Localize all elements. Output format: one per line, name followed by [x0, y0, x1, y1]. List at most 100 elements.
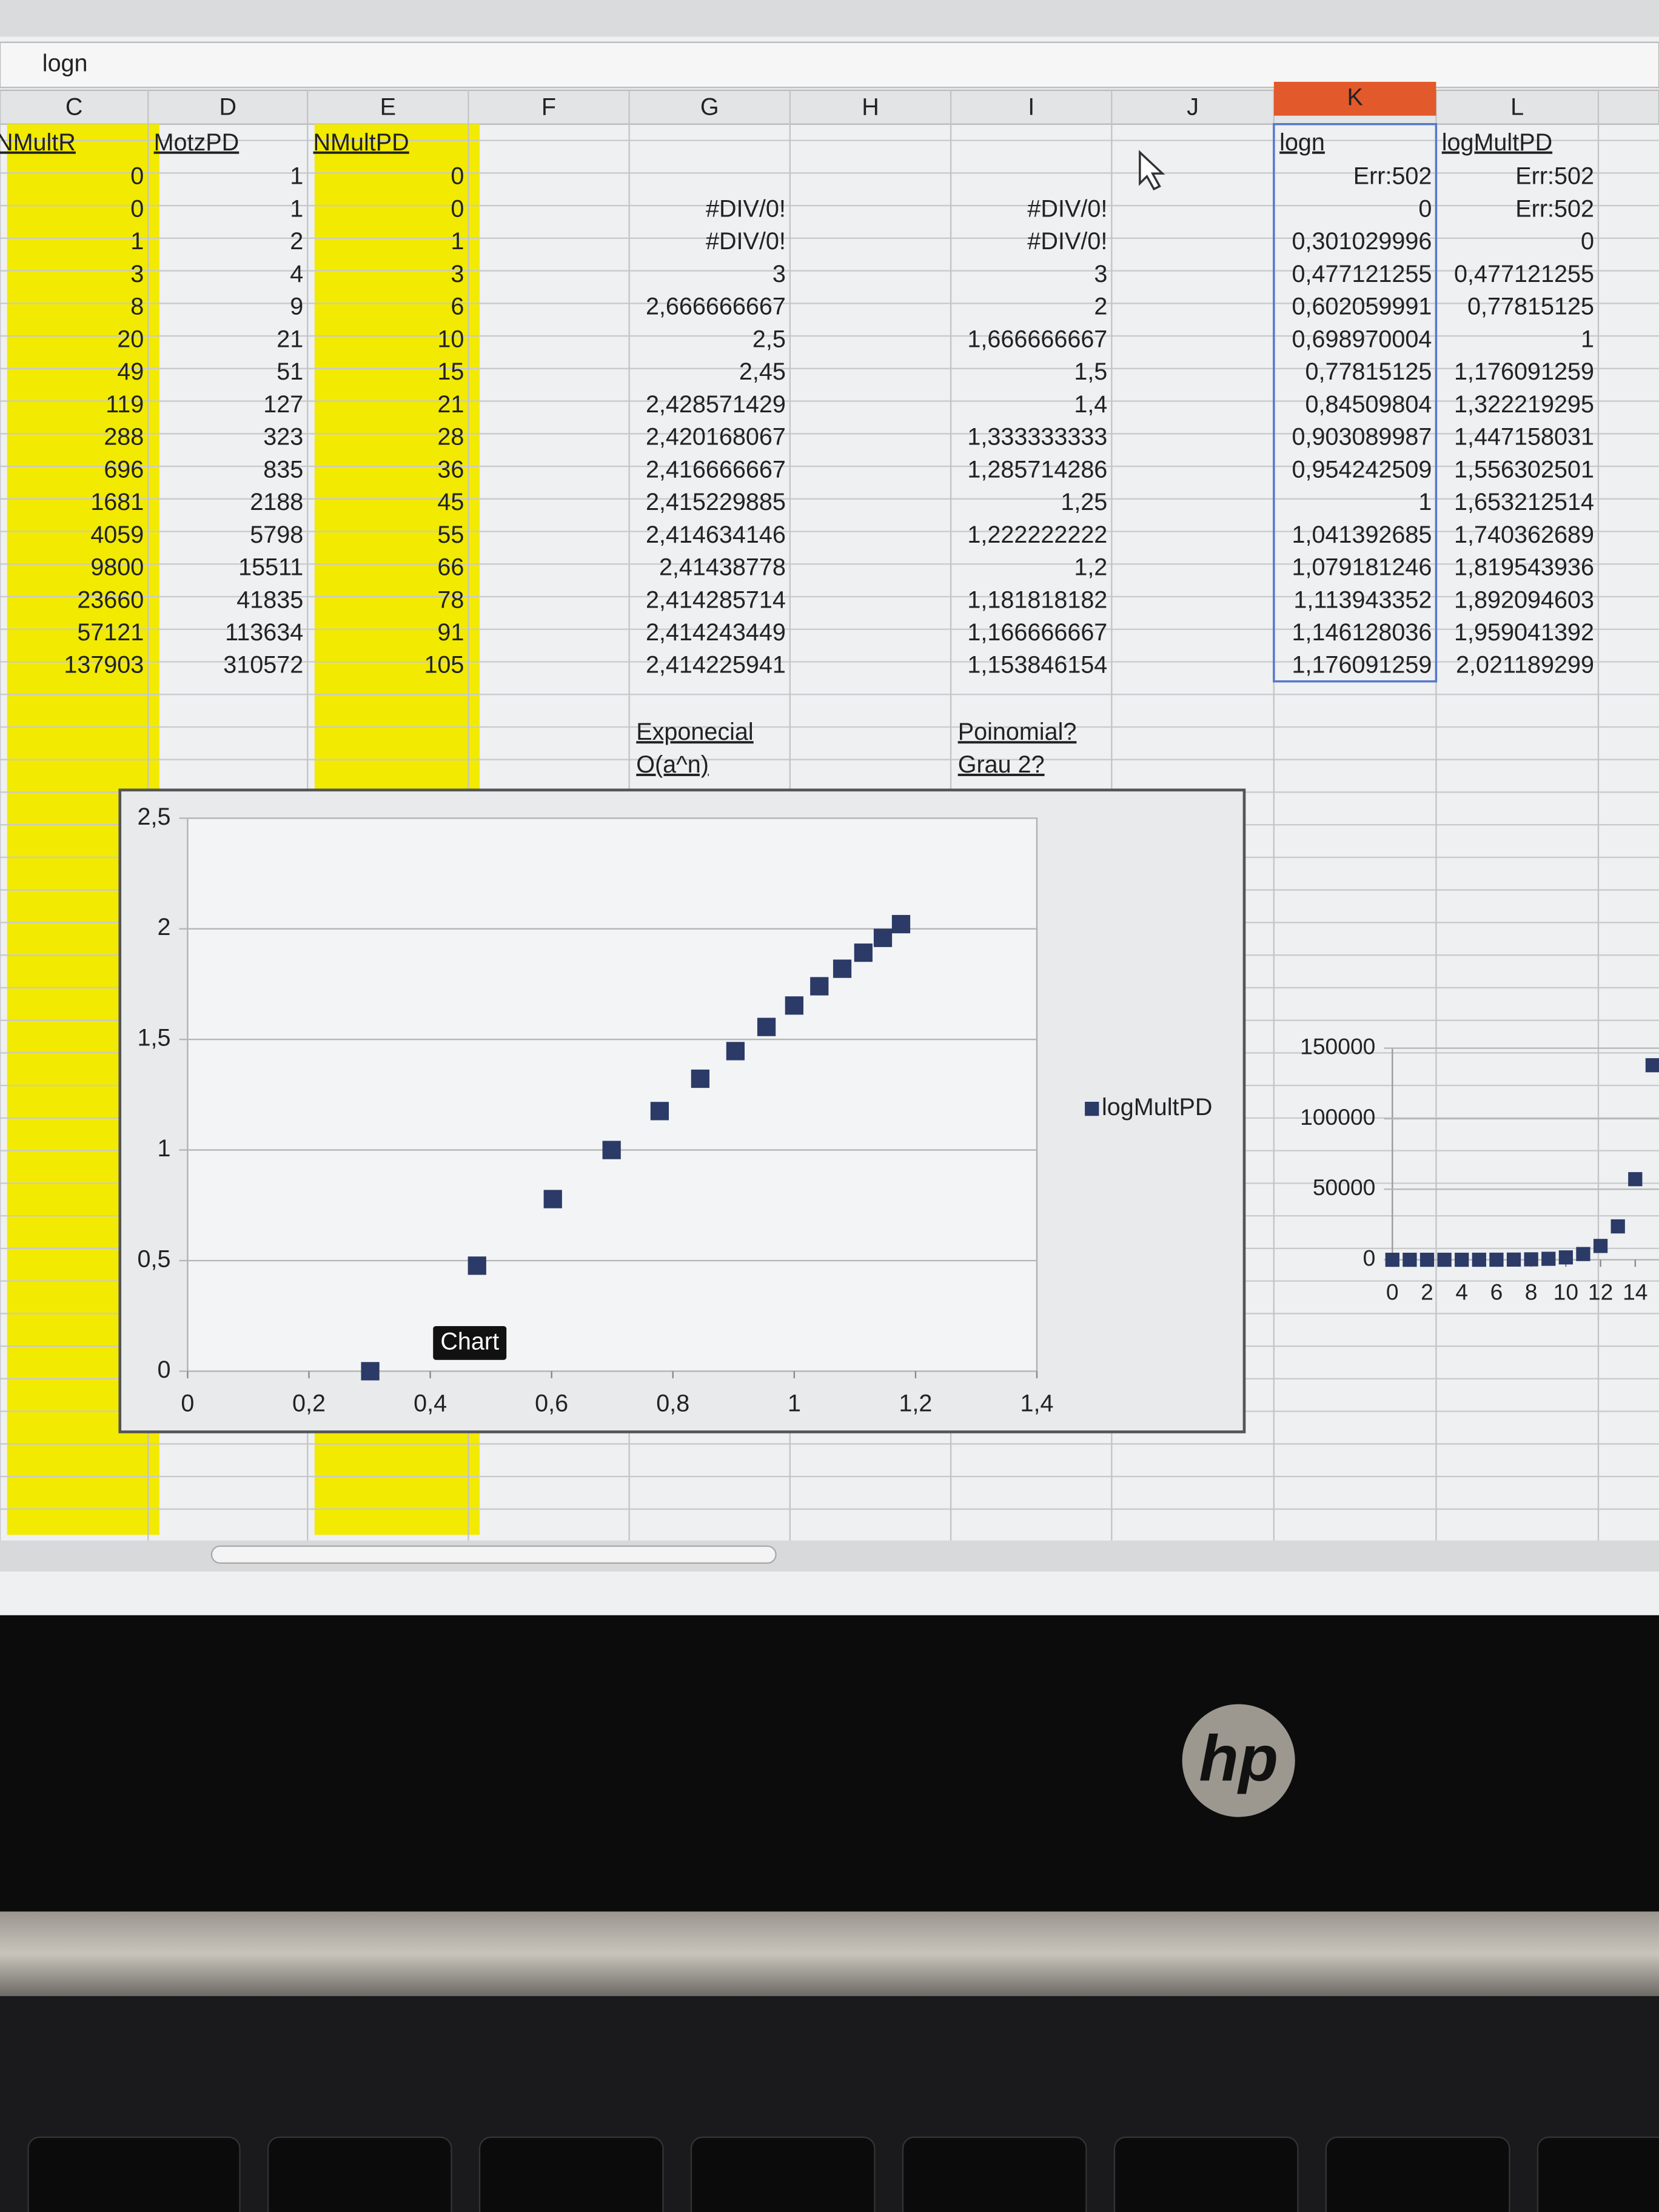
cell[interactable]: 0,903089987: [1292, 424, 1432, 451]
cell[interactable]: 0,84509804: [1305, 391, 1432, 418]
point[interactable]: [810, 977, 829, 996]
cell[interactable]: 4059: [90, 521, 144, 548]
cell[interactable]: 0: [1581, 228, 1594, 255]
point[interactable]: [543, 1190, 562, 1208]
cell[interactable]: 15: [437, 358, 464, 385]
cell[interactable]: 23660: [77, 586, 144, 613]
cell[interactable]: 105: [424, 652, 464, 679]
cell[interactable]: 1: [290, 163, 303, 190]
cell[interactable]: Err:502: [1515, 163, 1594, 190]
cell[interactable]: 1,5: [1074, 358, 1107, 385]
legend-label[interactable]: logMultPD: [1102, 1094, 1212, 1121]
point[interactable]: [650, 1102, 669, 1121]
cell[interactable]: 1: [451, 228, 464, 255]
point[interactable]: [726, 1042, 745, 1061]
cell[interactable]: 2,414225941: [646, 652, 786, 679]
point[interactable]: [1419, 1252, 1435, 1267]
cell[interactable]: 0,301029996: [1292, 228, 1432, 255]
cell[interactable]: 57121: [77, 619, 144, 646]
cell[interactable]: 5798: [250, 521, 303, 548]
cell[interactable]: 49: [117, 358, 144, 385]
formula-bar[interactable]: [0, 41, 1659, 89]
column-header[interactable]: E: [380, 94, 396, 121]
cell[interactable]: 1,2: [1074, 554, 1107, 581]
cell[interactable]: 0: [1418, 195, 1432, 222]
cell[interactable]: 0: [451, 163, 464, 190]
point[interactable]: [891, 914, 911, 934]
point[interactable]: [1403, 1252, 1417, 1267]
cell[interactable]: 2,416666667: [646, 456, 786, 483]
point[interactable]: [691, 1069, 709, 1088]
column-header[interactable]: J: [1187, 94, 1199, 121]
cell[interactable]: 2,420168067: [646, 424, 786, 451]
cell[interactable]: 1,892094603: [1454, 586, 1594, 613]
point[interactable]: [361, 1362, 380, 1381]
note-cell[interactable]: Exponecial: [636, 719, 753, 745]
cell[interactable]: 1,285714286: [967, 456, 1107, 483]
note-cell[interactable]: Grau 2?: [958, 751, 1045, 778]
cell[interactable]: 6: [451, 293, 464, 320]
cell[interactable]: 51: [276, 358, 303, 385]
point[interactable]: [854, 943, 873, 962]
cell[interactable]: 1: [1581, 326, 1594, 352]
point[interactable]: [1628, 1172, 1643, 1187]
cell[interactable]: 15511: [238, 554, 303, 581]
column-header[interactable]: K: [1347, 84, 1362, 110]
cell[interactable]: 0: [130, 195, 144, 222]
cell[interactable]: 835: [263, 456, 303, 483]
header-cell[interactable]: NMultPD: [313, 129, 409, 156]
cell[interactable]: 3: [773, 261, 786, 287]
cell[interactable]: 0: [451, 195, 464, 222]
cell[interactable]: 1: [130, 228, 144, 255]
cell[interactable]: 1,447158031: [1454, 424, 1594, 451]
cell[interactable]: 1,333333333: [967, 424, 1107, 451]
cell[interactable]: 9800: [90, 554, 144, 581]
cell[interactable]: 2,5: [752, 326, 786, 352]
cell[interactable]: #DIV/0!: [1027, 228, 1107, 255]
cell[interactable]: 1,653212514: [1454, 489, 1594, 515]
cell[interactable]: 55: [437, 521, 464, 548]
cell[interactable]: 1,181818182: [967, 586, 1107, 613]
cell[interactable]: 10: [437, 326, 464, 352]
cell[interactable]: #DIV/0!: [1027, 195, 1107, 222]
cell[interactable]: 119: [106, 391, 144, 418]
point[interactable]: [1645, 1058, 1659, 1073]
cell[interactable]: 1,146128036: [1292, 619, 1432, 646]
cell[interactable]: 1681: [90, 489, 144, 515]
cell[interactable]: 28: [437, 424, 464, 451]
cell[interactable]: 21: [276, 326, 303, 352]
cell[interactable]: 113634: [225, 619, 303, 646]
point[interactable]: [757, 1017, 776, 1036]
point[interactable]: [1610, 1219, 1625, 1234]
cell[interactable]: 1,113943352: [1293, 586, 1432, 613]
cell[interactable]: 0,77815125: [1305, 358, 1432, 385]
cell[interactable]: 2,414285714: [646, 586, 786, 613]
point[interactable]: [1541, 1252, 1556, 1266]
cell[interactable]: 0,698970004: [1292, 326, 1432, 352]
cell[interactable]: 1,153846154: [967, 652, 1107, 679]
cell[interactable]: 4: [290, 261, 303, 287]
cell[interactable]: #DIV/0!: [706, 228, 786, 255]
cell[interactable]: 310572: [223, 652, 303, 679]
header-cell[interactable]: logMultPD: [1442, 129, 1552, 156]
cell[interactable]: 288: [104, 424, 144, 451]
cell[interactable]: 2,414634146: [646, 521, 786, 548]
toolbar[interactable]: [0, 0, 1659, 37]
header-cell[interactable]: MotzPD: [154, 129, 240, 156]
cell[interactable]: 2,414243449: [646, 619, 786, 646]
cell[interactable]: 2,021189299: [1456, 652, 1594, 679]
column-header[interactable]: F: [541, 94, 556, 121]
cell[interactable]: 1,079181246: [1292, 554, 1432, 581]
cell[interactable]: 127: [263, 391, 303, 418]
cell[interactable]: 0,77815125: [1467, 293, 1594, 320]
cell[interactable]: 3: [130, 261, 144, 287]
cell[interactable]: 2,666666667: [646, 293, 786, 320]
cell[interactable]: 1,176091259: [1454, 358, 1594, 385]
cell[interactable]: 323: [263, 424, 303, 451]
cell[interactable]: Err:502: [1515, 195, 1594, 222]
cell[interactable]: 1: [290, 195, 303, 222]
cell[interactable]: 36: [437, 456, 464, 483]
cell[interactable]: 2,415229885: [646, 489, 786, 515]
cell[interactable]: 2,41438778: [659, 554, 786, 581]
point[interactable]: [785, 996, 803, 1015]
